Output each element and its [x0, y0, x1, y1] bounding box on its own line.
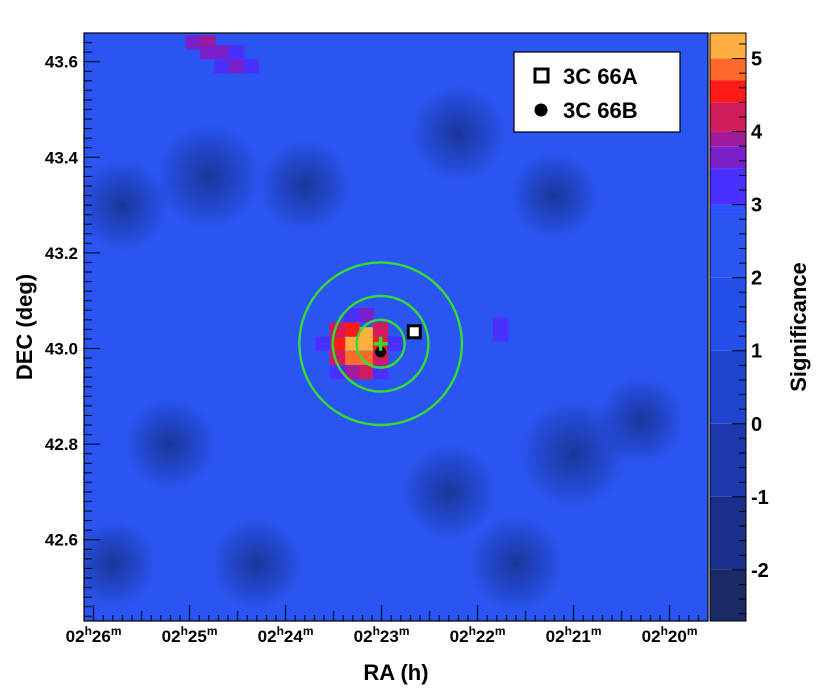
colorbar-tick-label: 4 — [751, 122, 763, 144]
colorbar-band-0 — [710, 569, 746, 621]
cold-region-0 — [155, 123, 262, 230]
y-tick-label: 43.6 — [45, 53, 78, 72]
significance-pixel-14 — [315, 336, 331, 351]
cold-region-5 — [123, 397, 217, 491]
source-marker-3c66a — [406, 324, 422, 340]
colorbar-band-5 — [710, 211, 746, 278]
colorbar: -2 -1 0 1 2 3 4 5 — [709, 32, 769, 622]
significance-pixel-6 — [358, 351, 374, 366]
colorbar-band-2 — [710, 423, 746, 497]
significance-pixel-28 — [243, 59, 259, 74]
x-tick-label-20: 02h20m — [642, 624, 698, 646]
plot-frame — [83, 32, 709, 622]
y-tick-label: 43.4 — [45, 148, 79, 167]
source-markers — [373, 324, 422, 358]
cold-region-9 — [596, 375, 686, 465]
colorbar-tick-label: -2 — [751, 560, 769, 582]
colorbar-tick-label: 2 — [751, 268, 762, 290]
x-axis-label: RA (h) — [363, 660, 428, 685]
y-axis-dec: 42.6 42.8 43.0 43.2 43.4 43.6 — [45, 32, 100, 617]
y-tick-label: 43.0 — [45, 340, 78, 359]
cold-region-8 — [210, 517, 304, 611]
colorbar-band-3 — [710, 350, 746, 424]
colorbar-band-1 — [710, 496, 746, 570]
confidence-contour-1 — [355, 318, 406, 369]
y-tick-label: 43.2 — [45, 244, 78, 263]
legend-marker-open-square — [533, 67, 550, 84]
source-overlay — [298, 261, 464, 427]
y-tick-label: 42.6 — [45, 531, 78, 550]
legend-box — [513, 51, 681, 133]
colorbar-band-6 — [710, 204, 746, 212]
significance-pixel-16 — [358, 308, 374, 323]
colorbar-tick-label: -1 — [751, 487, 769, 509]
y-tick-label: 42.8 — [45, 435, 78, 454]
significance-pixel-21 — [492, 327, 509, 342]
y-axis-label: DEC (deg) — [12, 274, 37, 380]
cold-region-3 — [510, 151, 599, 240]
colorbar-color-scale — [710, 33, 746, 621]
colorbar-frame — [709, 32, 747, 622]
colorbar-band-12 — [710, 58, 746, 81]
significance-pixel-17 — [344, 308, 360, 323]
significance-pixel-27 — [228, 59, 245, 74]
high-significance-pixels — [185, 35, 509, 380]
cold-region-10 — [467, 514, 565, 613]
cold-region-4 — [84, 158, 169, 252]
significance-pixel-7 — [344, 322, 360, 337]
colorbar-band-8 — [710, 146, 746, 169]
significance-pixel-12 — [358, 365, 374, 380]
x-tick-label-22: 02h22m — [450, 624, 506, 646]
significance-pixel-22 — [185, 35, 202, 50]
legend-label-3c66a: 3C 66A — [563, 64, 638, 89]
legend-marker-filled-circle — [534, 103, 548, 117]
confidence-contour-2 — [331, 294, 430, 393]
significance-pixel-2 — [344, 336, 360, 351]
x-tick-label-21: 02h21m — [546, 624, 602, 646]
cold-region-1 — [258, 139, 352, 233]
colorbar-band-9 — [710, 131, 746, 147]
colorbar-band-7 — [710, 168, 746, 205]
x-tick-label-24: 02h24m — [258, 624, 314, 646]
significance-pixel-26 — [214, 59, 230, 74]
x-axis-ra: 02h26m 02h25m 02h24m 02h23m 02h22m 02h21m 02h2… — [66, 605, 709, 646]
cold-region-7 — [400, 443, 498, 541]
colorbar-label: Significance — [786, 262, 811, 392]
x-tick-label-23: 02h23m — [354, 624, 410, 646]
legend: 3C 66A 3C 66B — [513, 51, 681, 133]
x-tick-label-25: 02h25m — [162, 624, 218, 646]
confidence-contours — [298, 261, 464, 427]
significance-pixel-3 — [344, 351, 360, 366]
significance-pixel-25 — [214, 45, 230, 60]
significance-pixel-1 — [358, 327, 374, 342]
significance-pixel-11 — [372, 322, 389, 337]
colorbar-band-4 — [710, 277, 746, 351]
confidence-contour-3 — [298, 261, 464, 427]
low-significance-regions — [84, 84, 686, 613]
colorbar-tick-label: 0 — [751, 414, 762, 436]
cold-region-2 — [409, 84, 508, 183]
significance-pixel-18 — [372, 365, 389, 380]
significance-pixel-13 — [344, 365, 360, 380]
significance-pixel-29 — [228, 45, 245, 60]
significance-pixel-15 — [387, 336, 403, 351]
colorbar-ticks: -2 -1 0 1 2 3 4 5 — [732, 43, 769, 615]
source-marker-3c66b — [375, 346, 387, 358]
colorbar-tick-label: 5 — [751, 49, 762, 71]
colorbar-band-11 — [710, 80, 746, 103]
colorbar-tick-label: 1 — [751, 341, 762, 363]
colorbar-band-13 — [710, 33, 746, 59]
x-tick-label-26: 02h26m — [66, 624, 122, 646]
significance-pixel-24 — [200, 45, 216, 60]
legend-label-3c66b: 3C 66B — [563, 98, 638, 123]
cold-region-11 — [84, 519, 158, 609]
colorbar-tick-label: 3 — [751, 195, 762, 217]
